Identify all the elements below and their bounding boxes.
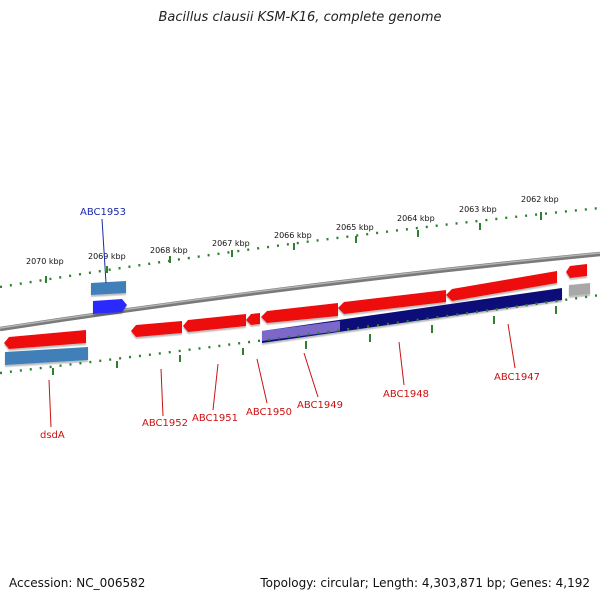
gene-arrow-abc1947[interactable] <box>446 271 557 301</box>
gene-arrow-abc1953-steel[interactable] <box>91 281 126 295</box>
upper-scale-ruler <box>0 206 600 289</box>
gene-arrow-dsda[interactable] <box>4 330 86 349</box>
gene-arrow-abc1950[interactable] <box>246 313 260 325</box>
scale-label-2068: 2068 kbp <box>150 246 188 255</box>
gene-label-abc1950[interactable]: ABC1950 <box>246 407 292 418</box>
leader-line-abc1947 <box>507 323 516 369</box>
scale-label-2063: 2063 kbp <box>459 205 497 214</box>
lower-scale-ruler <box>0 293 600 375</box>
leader-line-abc1950 <box>256 358 268 404</box>
gene-label-abc1948[interactable]: ABC1948 <box>383 389 429 400</box>
accession-text: Accession: NC_006582 <box>9 576 146 590</box>
gene-label-abc1947[interactable]: ABC1947 <box>494 372 540 383</box>
gene-arrow-gray[interactable] <box>569 283 590 296</box>
leader-line-abc1951 <box>212 363 219 411</box>
leader-line-abc1952 <box>160 368 164 417</box>
upper-scale-ticks <box>45 212 542 283</box>
leader-line-abc1948 <box>398 341 405 386</box>
scale-label-2062: 2062 kbp <box>521 195 559 204</box>
gene-label-abc1951[interactable]: ABC1951 <box>192 413 238 424</box>
scale-label-2065: 2065 kbp <box>336 223 374 232</box>
gene-arrow-abc1953-blue[interactable] <box>93 299 127 314</box>
gene-arrow-abc1949[interactable] <box>261 303 338 323</box>
gene-arrow-abc1952[interactable] <box>131 321 182 337</box>
leader-line-abc1949 <box>303 352 319 398</box>
scale-label-2064: 2064 kbp <box>397 214 435 223</box>
genome-summary-text: Topology: circular; Length: 4,303,871 bp… <box>260 576 590 590</box>
gene-arrow-dsda-steel[interactable] <box>5 347 88 365</box>
gene-arrow-abc1948[interactable] <box>338 290 446 314</box>
page-title: Bacillus clausii KSM-K16, complete genom… <box>158 10 442 25</box>
genome-backbone <box>0 251 600 332</box>
scale-label-2067: 2067 kbp <box>212 239 250 248</box>
lower-scale-ticks <box>52 306 557 375</box>
scale-label-2070: 2070 kbp <box>26 257 64 266</box>
gene-bar-abc1949-violet[interactable] <box>262 321 340 341</box>
scale-label-2066: 2066 kbp <box>274 231 312 240</box>
scale-label-2069: 2069 kbp <box>88 252 126 261</box>
leader-line-abc1953 <box>101 218 107 284</box>
gene-label-abc1952[interactable]: ABC1952 <box>142 418 188 429</box>
gene-label-dsda[interactable]: dsdA <box>40 430 65 441</box>
leader-line-dsda <box>48 379 52 428</box>
gene-arrow-abc1947-small[interactable] <box>566 264 587 278</box>
gene-label-abc1949[interactable]: ABC1949 <box>297 400 343 411</box>
gene-label-abc1953[interactable]: ABC1953 <box>80 207 126 218</box>
gene-arrow-abc1951[interactable] <box>183 314 246 332</box>
